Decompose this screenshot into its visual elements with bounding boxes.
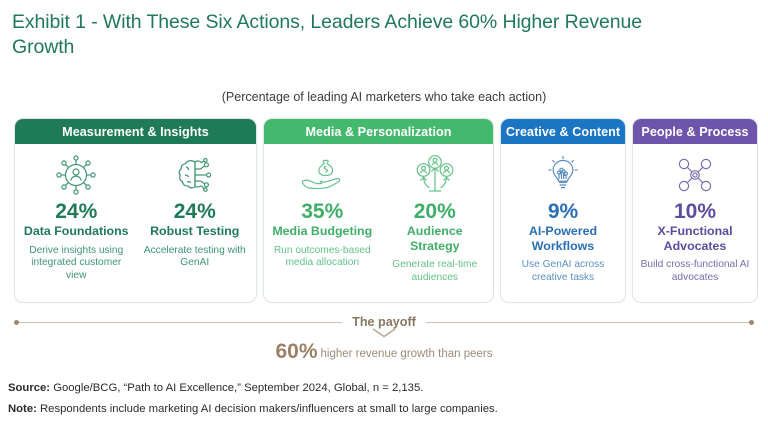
metric-description: Accelerate testing with GenAI: [143, 244, 246, 269]
subtitle: (Percentage of leading AI marketers who …: [221, 90, 547, 104]
card-people-process: People & Process: [632, 118, 758, 303]
metric-name: Audience Strategy: [406, 224, 463, 253]
card-body: 9% AI-Powered Workflows Use GenAI across…: [501, 144, 625, 302]
payoff-stat-text: higher revenue growth than peers: [320, 348, 493, 360]
card-row: Measurement & Insights: [14, 118, 758, 303]
metric-data-foundations: 24% Data Foundations Derive insights usi…: [17, 150, 136, 298]
metric-description: Generate real-time audiences: [392, 259, 478, 283]
card-header-label: Media & Personalization: [264, 119, 493, 144]
node-network-icon: [673, 152, 717, 198]
card-body: 35% Media Budgeting Run outcomes-based m…: [264, 144, 493, 302]
lightbulb-circuit-icon: [540, 152, 586, 198]
metric-robust-testing: 24% Robust Testing Accelerate testing wi…: [136, 150, 255, 298]
audience-growth-icon: [411, 152, 459, 198]
source-text: Google/BCG, “Path to AI Excellence,” Sep…: [50, 382, 424, 394]
note-label: Note:: [8, 403, 37, 415]
card-header-label: Measurement & Insights: [15, 119, 256, 144]
source-footnote: Source: Google/BCG, “Path to AI Excellen…: [8, 382, 423, 394]
metric-percent: 20%: [413, 200, 456, 223]
metric-name: Data Foundations: [23, 224, 129, 238]
card-measurement-insights: Measurement & Insights: [14, 118, 257, 303]
card-header-label: People & Process: [633, 119, 757, 144]
metric-media-budgeting: 35% Media Budgeting Run outcomes-based m…: [266, 150, 379, 298]
card-header-label: Creative & Content: [501, 119, 625, 144]
metric-audience-strategy: 20% Audience Strategy Generate real-time…: [379, 150, 492, 298]
card-body: 10% X-Functional Advocates Build cross-f…: [633, 144, 757, 302]
chevron-down-icon: [0, 327, 768, 339]
payoff-stat: 60% higher revenue growth than peers: [0, 340, 768, 364]
divider-rule-right: [425, 321, 750, 323]
payoff-label: The payoff: [352, 315, 416, 329]
metric-percent: 9%: [547, 200, 579, 223]
metric-percent: 24%: [55, 200, 98, 223]
source-label: Source:: [8, 382, 51, 394]
divider-rule-left: [19, 321, 343, 323]
divider-dot-left: [14, 319, 19, 325]
metric-description: Run outcomes-based media allocation: [273, 244, 371, 269]
payoff-divider: The payoff: [14, 312, 755, 332]
divider-dot-right: [749, 319, 755, 325]
card-media-personalization: Media & Personalization 35%: [263, 118, 494, 303]
note-footnote: Note: Respondents include marketing AI d…: [8, 403, 498, 415]
metric-percent: 10%: [673, 200, 717, 223]
metric-name: Robust Testing: [150, 224, 240, 238]
metric-name: X-Functional Advocates: [657, 224, 733, 253]
metric-description: Use GenAI across creative tasks: [521, 259, 605, 283]
card-body: 24% Data Foundations Derive insights usi…: [15, 144, 256, 302]
metric-percent: 24%: [173, 200, 216, 223]
note-text: Respondents include marketing AI decisio…: [36, 403, 498, 415]
payoff-stat-value: 60%: [275, 340, 318, 363]
metric-percent: 35%: [301, 200, 344, 223]
page-title: Exhibit 1 - With These Six Actions, Lead…: [12, 11, 642, 58]
network-person-icon: [53, 152, 99, 198]
hand-money-bag-icon: [297, 152, 347, 198]
ai-brain-icon: [173, 152, 217, 198]
metric-ai-powered-workflows: 9% AI-Powered Workflows Use GenAI across…: [503, 150, 623, 298]
card-creative-content: Creative & Content: [500, 118, 626, 303]
metric-name: AI-Powered Workflows: [528, 224, 598, 253]
metric-name: Media Budgeting: [272, 224, 373, 238]
metric-x-functional-advocates: 10% X-Functional Advocates Build cross-f…: [635, 150, 755, 298]
metric-description: Derive insights using integrated custome…: [29, 244, 124, 281]
metric-description: Build cross-functional AI advocates: [640, 259, 750, 283]
